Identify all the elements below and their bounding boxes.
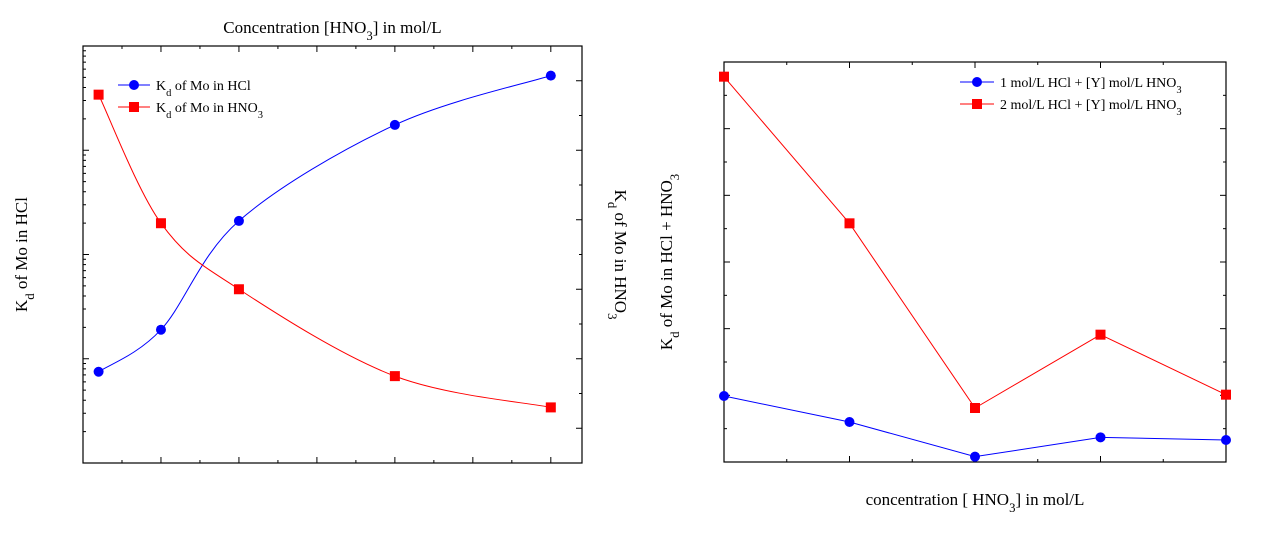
data-point-1 [233,284,244,295]
y-axis-label-part: d [23,293,37,300]
legend-label-1-part: 3 [1176,107,1181,118]
y-axis-label-part: of Mo in HCl + HNO [657,180,676,331]
data-point-0 [970,451,980,462]
data-point-1 [844,218,855,229]
series-line-1 [98,94,551,408]
right-plot-frame [723,61,1227,463]
data-point-1 [389,371,400,382]
data-point-0 [1221,435,1231,445]
data-point-0 [155,324,166,335]
data-point-1 [1095,329,1106,340]
legend-marker-0 [129,80,139,90]
data-point-0 [1095,432,1106,443]
legend-marker-0 [972,77,982,87]
series-line-1 [723,76,1227,409]
data-point-0 [389,119,400,130]
data-point-0 [93,366,104,377]
right-chart: concentration [ HNO3] in mol/LKd of Mo i… [657,61,1231,515]
legend-marker-1 [972,99,982,109]
data-point-1 [1221,389,1231,400]
data-point-0 [719,391,729,401]
x-axis-label: concentration [ HNO3] in mol/L [866,490,1085,515]
legend-label-0-part: 3 [1176,85,1181,96]
x2-axis-label-part: 3 [366,29,372,43]
data-point-1 [970,403,980,413]
legend-label-1-part: 3 [258,110,263,121]
data-point-0 [545,70,556,81]
legend-label-1-part: d [166,110,172,121]
y-axis-label-part: K [657,337,676,350]
legend-label-0: Kd of Mo in HCl [156,79,251,99]
x2-axis-label-part: Concentration [HNO [223,18,366,37]
legend-label-1: 2 mol/L HCl + [Y] mol/L HNO3 [1000,98,1182,118]
data-point-0 [844,417,855,427]
legend-label-0-part: K [156,79,166,94]
data-point-1 [155,218,166,229]
y2-axis-label-part: of Mo in HNO [611,208,630,313]
legend-label-1-part: of Mo in HNO [171,101,257,116]
legend-label-0-part: d [166,88,172,99]
y2-axis-label-part: 3 [605,313,619,319]
y2-axis-label-part: d [605,202,619,209]
series-line-0 [98,75,551,373]
x2-axis-label: Concentration [HNO3] in mol/L [223,18,441,43]
y-axis-label-part: of Mo in HCl [12,197,31,294]
x-axis-label-part: ] in mol/L [1015,490,1084,509]
left-chart: Concentration [HNO3] in mol/LKd of Mo in… [12,18,630,464]
x-axis-label-part: 3 [1009,501,1015,515]
y-axis-label-part: K [12,299,31,312]
y-axis-label-part: d [668,331,682,338]
legend-label-0-part: 1 mol/L HCl + [Y] mol/L HNO [1000,76,1176,91]
data-point-1 [719,71,729,82]
x-axis-label-part: concentration [ HNO [866,490,1010,509]
y-axis-label-part: 3 [668,174,682,180]
y-axis-label: Kd of Mo in HCl + HNO3 [657,174,682,350]
legend-label-1-part: K [156,101,166,116]
y2-axis-label: Kd of Mo in HNO3 [605,190,630,320]
x2-axis-label-part: ] in mol/L [373,18,442,37]
data-point-1 [93,89,104,100]
data-point-0 [233,215,244,226]
legend-label-0-part: of Mo in HCl [171,79,250,94]
y2-axis-label-part: K [611,190,630,203]
legend-label-0: 1 mol/L HCl + [Y] mol/L HNO3 [1000,76,1182,96]
legend-marker-1 [129,102,139,112]
legend-label-1-part: 2 mol/L HCl + [Y] mol/L HNO [1000,98,1176,113]
legend-label-1: Kd of Mo in HNO3 [156,101,263,121]
y-axis-label: Kd of Mo in HCl [12,197,37,312]
data-point-1 [545,402,556,413]
